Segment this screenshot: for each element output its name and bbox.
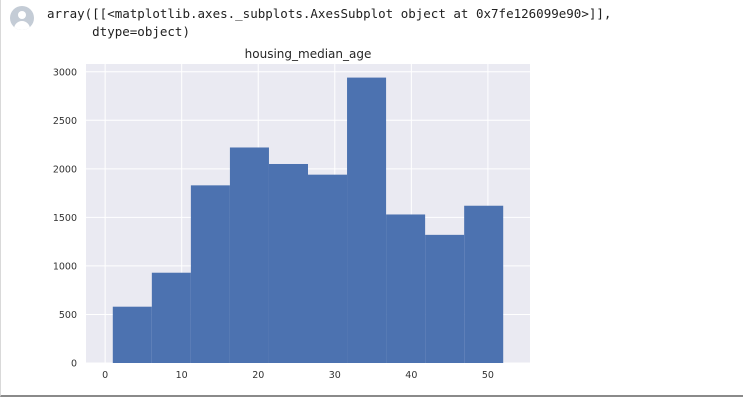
histogram-bar — [464, 205, 504, 363]
histogram-plot: housing_median_age 0 500 1000 1500 2000 2500 30… — [41, 44, 541, 384]
histogram-chart: housing_median_age0500100015002000250030… — [53, 47, 530, 381]
y-tick-label: 500 — [59, 310, 77, 321]
histogram-bar — [190, 185, 230, 363]
x-tick-label: 30 — [329, 370, 341, 381]
histogram-bar — [268, 163, 308, 363]
histogram-bar — [308, 174, 348, 363]
y-tick-label: 0 — [71, 359, 77, 370]
histogram-bar — [151, 272, 191, 363]
x-tick-label: 40 — [405, 370, 417, 381]
chart-title: housing_median_age — [245, 47, 372, 61]
histogram-bar — [112, 306, 152, 363]
x-tick-label: 10 — [176, 370, 188, 381]
output-text: array([[<matplotlib.axes._subplots.AxesS… — [47, 5, 611, 41]
output-line: dtype=object) — [47, 24, 190, 39]
histogram-bar — [347, 77, 387, 363]
histogram-bar — [386, 214, 426, 363]
y-tick-label: 2500 — [53, 116, 77, 127]
y-tick-label: 2000 — [53, 164, 77, 175]
x-tick-label: 20 — [252, 370, 264, 381]
histogram-bar — [229, 147, 269, 363]
x-tick-label: 50 — [482, 370, 494, 381]
histogram-bar — [425, 234, 465, 363]
user-avatar-icon — [10, 6, 34, 30]
y-tick-label: 1000 — [53, 261, 77, 272]
output-line: array([[<matplotlib.axes._subplots.AxesS… — [47, 6, 612, 21]
y-tick-label: 3000 — [53, 67, 77, 78]
y-tick-label: 1500 — [53, 213, 77, 224]
x-tick-label: 0 — [102, 370, 108, 381]
